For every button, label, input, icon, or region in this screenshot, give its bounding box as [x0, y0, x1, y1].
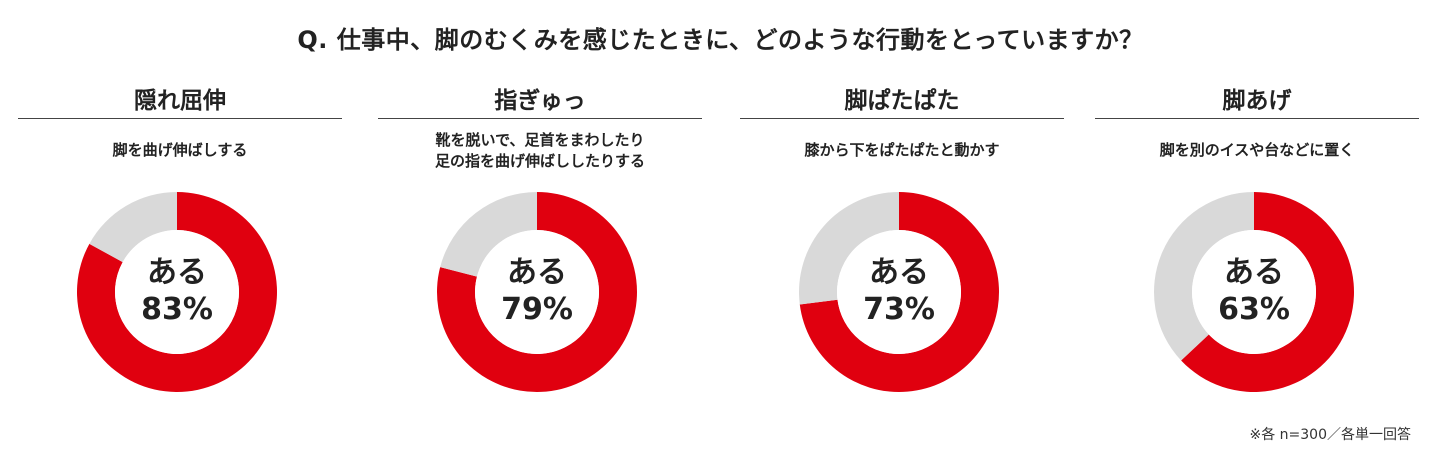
donut-chart: [77, 192, 277, 392]
center-value-text: 83%: [141, 292, 213, 327]
donut-slice-remainder: [799, 192, 899, 305]
sample-note: ※各 n=300／各単一回答: [1249, 427, 1411, 443]
donut-slice-primary: [437, 192, 637, 392]
center-value-text: 63%: [1218, 292, 1290, 327]
center-value-text: 79%: [501, 292, 573, 327]
donut-slice-remainder: [1154, 192, 1254, 361]
chart-title: 隠れ屈伸: [134, 88, 226, 114]
center-label-text: ある: [1224, 255, 1284, 290]
chart-panel-4: 脚あげ 脚を別のイスや台などに置く ある 63%: [1095, 86, 1419, 406]
title-divider: [740, 118, 1064, 119]
description-line: 脚を別のイスや台などに置く: [1159, 141, 1355, 159]
center-value-text: 73%: [863, 292, 935, 327]
title-divider: [18, 118, 342, 119]
donut-hole: [1192, 230, 1316, 354]
chart-description: 脚を別のイスや台などに置く: [1095, 140, 1419, 161]
chart-description: 靴を脱いで、足首をまわしたり 足の指を曲げ伸ばししたりする: [378, 130, 702, 172]
question-title: Q. 仕事中、脚のむくみを感じたときに、どのような行動をとっていますか？: [297, 26, 1144, 54]
donut-hole: [837, 230, 961, 354]
chart-description: 膝から下をぱたぱたと動かす: [740, 140, 1064, 161]
chart-title: 脚あげ: [1222, 88, 1292, 114]
center-label-text: ある: [147, 255, 207, 290]
donut-hole: [475, 230, 599, 354]
description-line: 足の指を曲げ伸ばししたりする: [434, 152, 645, 170]
donut-slice-primary: [77, 192, 277, 392]
description-line: 脚を曲げ伸ばしする: [112, 141, 248, 159]
title-divider: [1095, 118, 1419, 119]
description-line: 膝から下をぱたぱたと動かす: [804, 141, 1000, 159]
chart-description: 脚を曲げ伸ばしする: [18, 140, 342, 161]
donut-slice-remainder: [89, 192, 177, 263]
donut-center-label: ある 79%: [435, 254, 639, 328]
donut-chart: [1154, 192, 1354, 392]
chart-title: 脚ぱたぱた: [844, 88, 960, 114]
donut-chart: [799, 192, 999, 392]
title-divider: [378, 118, 702, 119]
donut-slice-remainder: [440, 192, 537, 277]
donut-chart: [437, 192, 637, 392]
donut-slice-primary: [1181, 192, 1354, 392]
center-label-text: ある: [507, 255, 567, 290]
chart-panel-3: 脚ぱたぱた 膝から下をぱたぱたと動かす ある 73%: [740, 86, 1064, 406]
donut-center-label: ある 83%: [75, 254, 279, 328]
donut-slice-primary: [799, 192, 999, 392]
donut-hole: [115, 230, 239, 354]
center-label-text: ある: [869, 255, 929, 290]
chart-panel-2: 指ぎゅっ 靴を脱いで、足首をまわしたり 足の指を曲げ伸ばししたりする ある 79…: [378, 86, 702, 406]
description-line: 靴を脱いで、足首をまわしたり: [435, 131, 645, 149]
donut-center-label: ある 73%: [797, 254, 1001, 328]
chart-title: 指ぎゅっ: [494, 88, 586, 114]
chart-panel-1: 隠れ屈伸 脚を曲げ伸ばしする ある 83%: [18, 86, 342, 406]
donut-center-label: ある 63%: [1152, 254, 1356, 328]
